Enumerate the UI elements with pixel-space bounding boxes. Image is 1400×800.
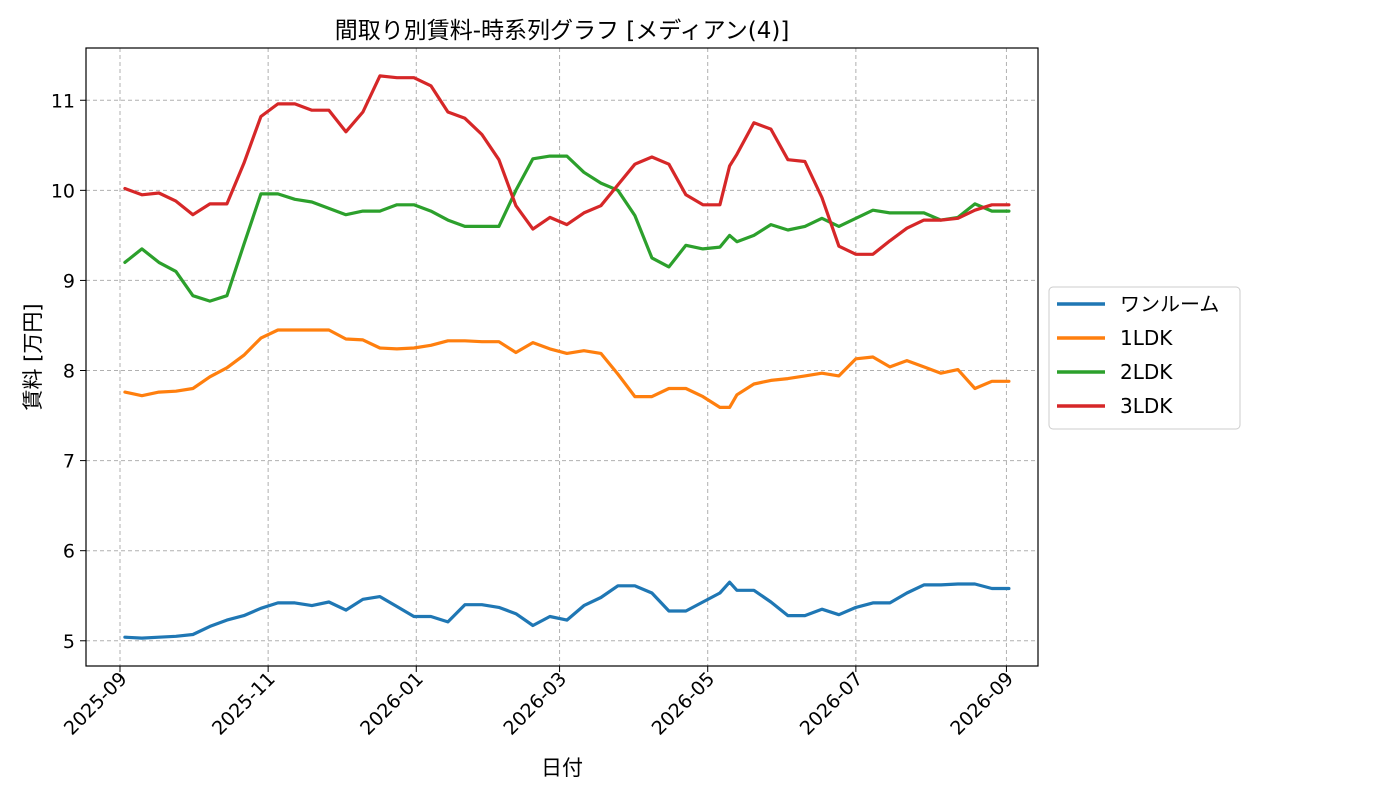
y-tick-label: 11 (51, 90, 75, 112)
legend: ワンルーム 1LDK 2LDK 3LDK (1048, 286, 1241, 430)
series-line-3 (123, 74, 1011, 256)
x-axis-label: 日付 (541, 756, 583, 780)
grid-layer (86, 48, 1038, 666)
series-line-1 (123, 328, 1011, 409)
y-tick-label: 6 (63, 541, 75, 563)
y-tick-label: 9 (63, 270, 75, 292)
y-axis-label: 賃料 [万円] (21, 303, 45, 410)
series-line-0 (123, 580, 1011, 640)
chart-title: 間取り別賃料-時系列グラフ [メディアン(4)] (335, 18, 790, 44)
series-line-2 (123, 154, 1011, 303)
y-tick-label: 5 (63, 631, 75, 653)
x-tick-label: 2025-09 (60, 668, 132, 740)
series-layer (123, 74, 1011, 640)
legend-label-0: ワンルーム (1120, 292, 1219, 316)
x-tick-label: 2026-01 (356, 668, 428, 740)
x-tick-label: 2026-03 (499, 668, 571, 740)
legend-label-1: 1LDK (1120, 326, 1173, 350)
plot-frame (85, 47, 1039, 667)
y-tick-label: 10 (51, 180, 75, 202)
legend-box (1048, 286, 1241, 430)
y-tick-label: 7 (63, 451, 75, 473)
x-tick-label: 2026-07 (796, 668, 868, 740)
legend-items: ワンルーム 1LDK 2LDK 3LDK (1057, 292, 1219, 418)
x-tick-label: 2026-09 (946, 668, 1018, 740)
tick-layer: 2025-09 2025-11 2026-01 2026-03 2026-05 2026-… (51, 90, 1018, 739)
legend-label-3: 3LDK (1120, 394, 1173, 418)
legend-label-2: 2LDK (1120, 360, 1173, 384)
y-tick-label: 8 (63, 361, 75, 383)
x-tick-label: 2026-05 (648, 668, 720, 740)
x-tick-label: 2025-11 (208, 668, 280, 740)
